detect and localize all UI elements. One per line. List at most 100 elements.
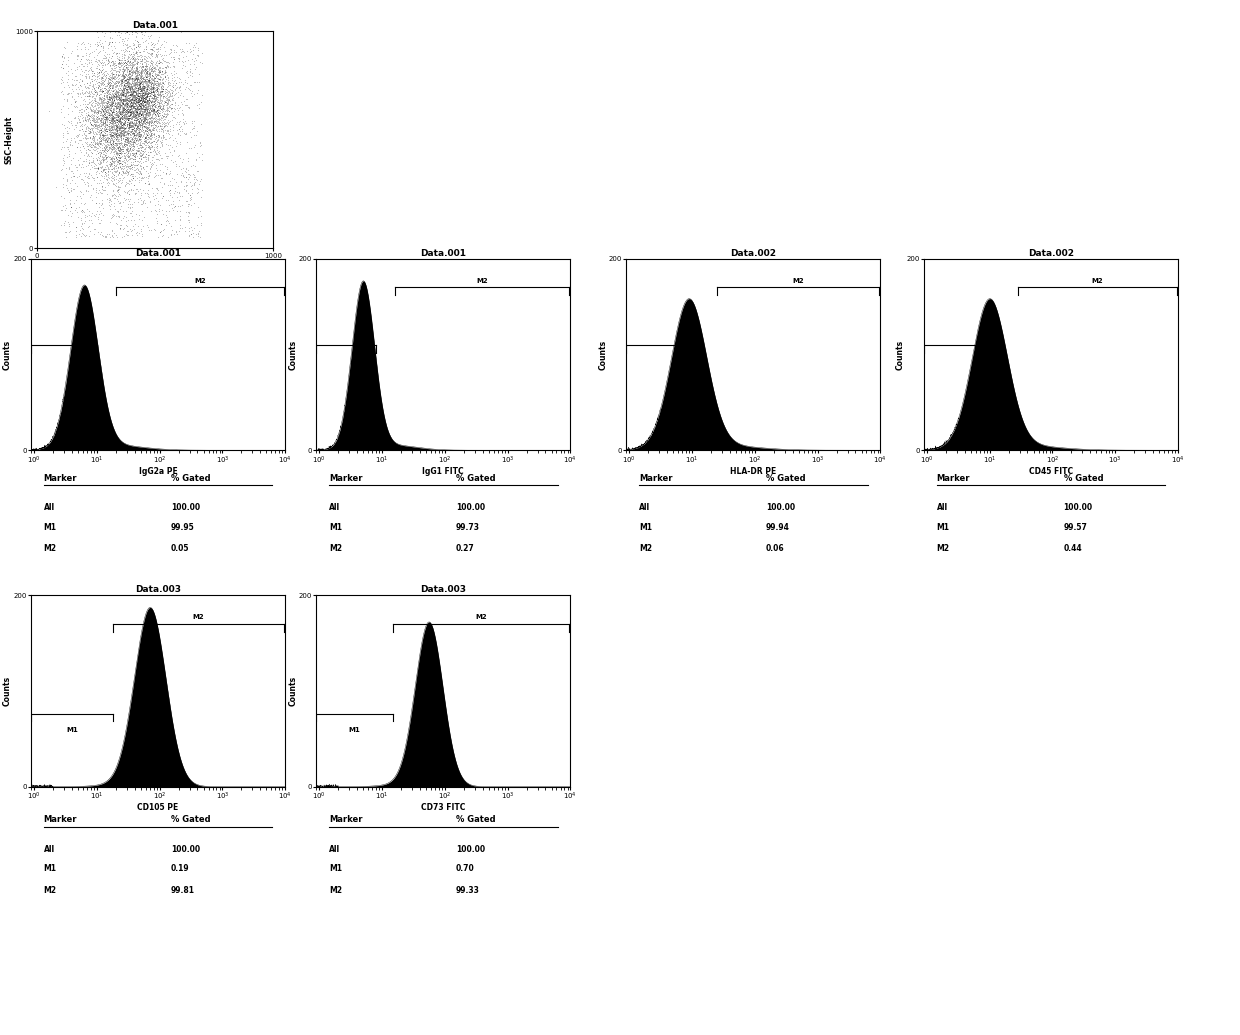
Point	[145, 112, 165, 128]
Point	[102, 157, 122, 174]
Point	[120, 143, 140, 159]
Point	[93, 90, 113, 107]
Point	[103, 70, 123, 87]
Point	[78, 80, 98, 96]
Point	[141, 73, 161, 90]
Point	[143, 84, 162, 100]
Point	[128, 105, 148, 121]
Point	[88, 119, 108, 136]
Point	[140, 140, 160, 156]
Point	[130, 121, 150, 138]
Point	[119, 119, 139, 136]
Point	[110, 217, 130, 234]
Point	[155, 96, 175, 113]
Point	[130, 187, 150, 204]
Point	[93, 144, 113, 160]
Point	[124, 106, 144, 122]
Point	[112, 77, 131, 93]
Point	[114, 112, 134, 128]
Point	[76, 55, 95, 71]
Point	[77, 58, 97, 75]
Point	[124, 97, 144, 114]
Point	[120, 91, 140, 108]
Point	[109, 98, 129, 115]
Point	[162, 89, 182, 106]
Point	[95, 110, 115, 126]
Point	[136, 149, 156, 166]
Point	[125, 59, 145, 76]
Point	[131, 90, 151, 107]
Point	[104, 91, 124, 108]
Point	[141, 148, 161, 165]
Point	[138, 119, 157, 136]
Point	[144, 101, 164, 118]
Point	[52, 56, 72, 72]
Point	[135, 63, 155, 80]
Point	[109, 108, 129, 124]
Point	[104, 115, 124, 131]
Point	[112, 88, 131, 105]
Point	[102, 139, 122, 155]
Point	[129, 86, 149, 102]
Point	[175, 218, 195, 235]
Point	[150, 70, 170, 87]
Text: Marker: Marker	[639, 474, 672, 482]
Point	[162, 58, 182, 75]
Point	[76, 78, 95, 94]
Point	[98, 93, 118, 110]
Point	[136, 65, 156, 82]
Point	[140, 64, 160, 81]
Point	[95, 81, 115, 97]
Point	[153, 35, 172, 52]
Point	[109, 34, 129, 51]
Point	[129, 88, 149, 105]
Point	[143, 155, 162, 172]
Point	[143, 84, 162, 100]
Point	[187, 162, 207, 179]
Point	[131, 87, 151, 104]
Point	[144, 119, 164, 136]
Point	[100, 121, 120, 138]
Point	[125, 45, 145, 61]
Point	[126, 100, 146, 117]
Point	[150, 104, 170, 120]
Point	[102, 117, 122, 134]
Point	[115, 119, 135, 136]
Point	[151, 87, 171, 104]
Point	[120, 135, 140, 151]
Point	[135, 130, 155, 147]
Point	[74, 204, 94, 220]
Point	[140, 110, 160, 126]
Point	[130, 190, 150, 207]
Point	[133, 59, 153, 76]
Point	[135, 102, 155, 119]
Point	[97, 93, 117, 110]
Point	[86, 188, 105, 205]
Point	[77, 96, 97, 113]
Point	[155, 67, 175, 84]
Point	[83, 107, 103, 123]
Point	[151, 135, 171, 151]
Point	[157, 106, 177, 122]
Point	[174, 111, 193, 127]
Point	[93, 115, 113, 131]
Point	[130, 101, 150, 118]
Point	[141, 124, 161, 141]
Point	[109, 119, 129, 136]
Point	[119, 64, 139, 81]
Point	[67, 37, 87, 54]
Point	[108, 152, 128, 169]
Point	[74, 134, 94, 150]
Point	[138, 128, 157, 145]
Point	[88, 159, 108, 176]
Point	[129, 77, 149, 93]
Point	[120, 86, 140, 102]
Point	[84, 125, 104, 142]
Point	[124, 106, 144, 122]
Point	[100, 88, 120, 105]
Point	[97, 152, 117, 169]
Point	[117, 24, 136, 40]
Point	[125, 99, 145, 116]
Point	[60, 215, 79, 232]
Point	[109, 142, 129, 158]
